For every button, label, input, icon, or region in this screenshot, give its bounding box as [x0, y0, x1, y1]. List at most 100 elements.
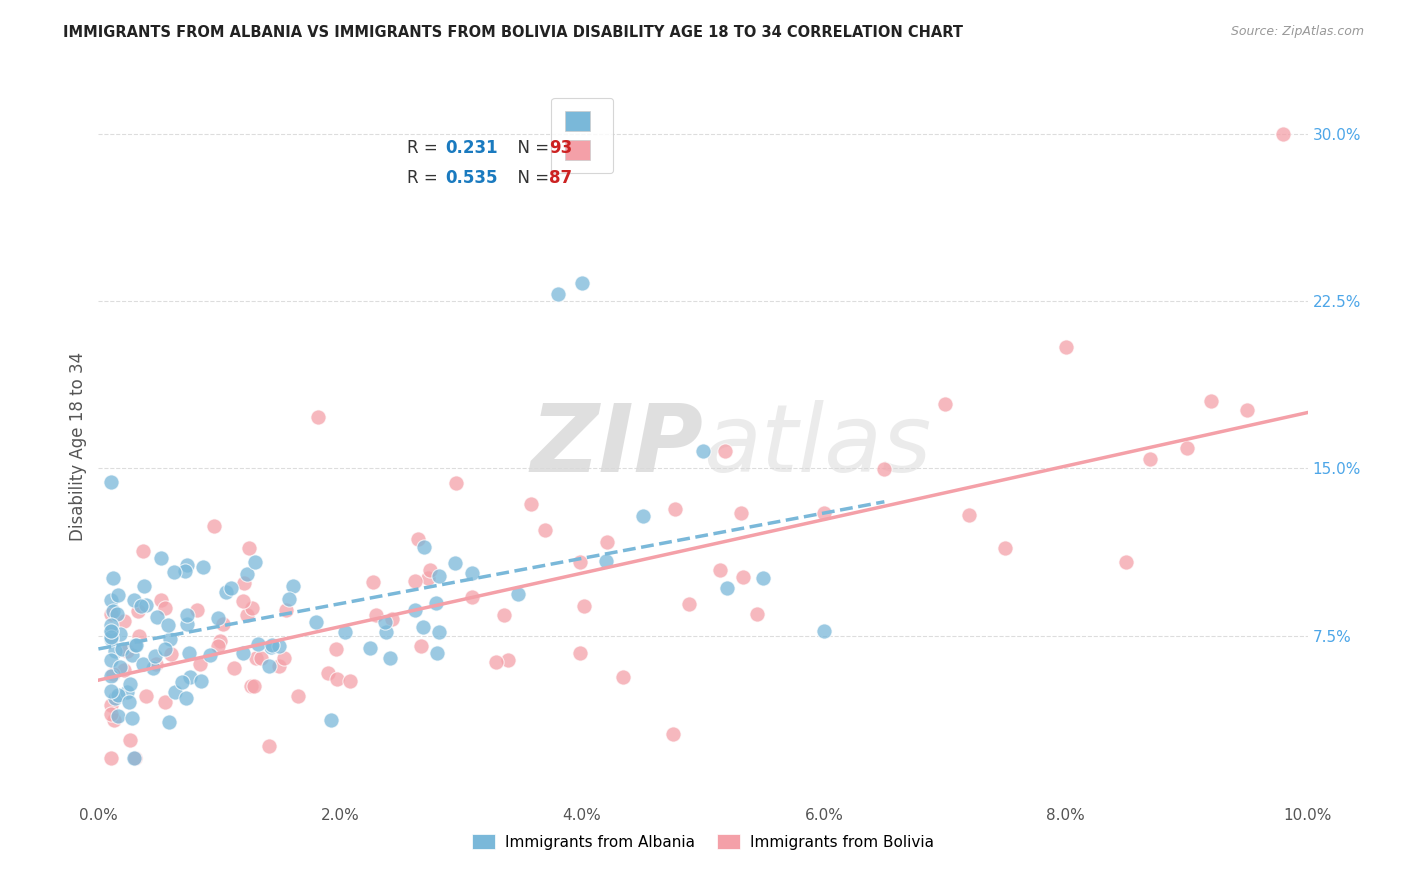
Point: [190, 674, 212, 689]
Point: [112, 663, 135, 677]
Point: [153, 695, 176, 709]
Point: [100, 668, 122, 682]
Text: Source: ZipAtlas.com: Source: ZipAtlas.com: [1230, 25, 1364, 38]
Point: [692, 443, 714, 458]
Point: [118, 695, 141, 709]
Point: [276, 603, 298, 617]
Point: [104, 643, 127, 657]
Point: [444, 475, 467, 490]
Point: [117, 684, 139, 698]
Point: [100, 624, 122, 638]
Point: [107, 709, 129, 723]
Point: [418, 572, 440, 586]
Point: [519, 497, 541, 511]
Point: [135, 689, 157, 703]
Point: [124, 639, 146, 653]
Point: [994, 541, 1017, 556]
Point: [125, 638, 148, 652]
Point: [108, 626, 131, 640]
Point: [174, 691, 197, 706]
Point: [179, 669, 201, 683]
Point: [107, 688, 129, 702]
Point: [108, 660, 131, 674]
Point: [209, 634, 232, 648]
Point: [419, 563, 441, 577]
Point: [163, 685, 186, 699]
Point: [250, 651, 273, 665]
Point: [247, 637, 270, 651]
Point: [100, 630, 122, 644]
Point: [443, 556, 465, 570]
Point: [413, 540, 436, 554]
Point: [207, 611, 229, 625]
Point: [101, 571, 124, 585]
Point: [873, 462, 896, 476]
Point: [198, 648, 221, 662]
Point: [100, 624, 122, 638]
Point: [188, 657, 211, 672]
Point: [100, 683, 122, 698]
Point: [155, 600, 177, 615]
Point: [122, 751, 145, 765]
Point: [260, 640, 283, 655]
Point: [1115, 555, 1137, 569]
Text: N =: N =: [508, 139, 554, 157]
Point: [260, 638, 283, 652]
Text: R =: R =: [406, 169, 443, 187]
Point: [359, 641, 381, 656]
Point: [240, 601, 263, 615]
Point: [752, 571, 775, 585]
Point: [664, 502, 686, 516]
Point: [411, 639, 433, 653]
Point: [631, 508, 654, 523]
Point: [662, 726, 685, 740]
Point: [319, 713, 342, 727]
Point: [571, 276, 593, 290]
Point: [404, 603, 426, 617]
Text: 0.231: 0.231: [446, 139, 498, 157]
Point: [325, 642, 347, 657]
Point: [427, 568, 450, 582]
Point: [243, 555, 266, 569]
Point: [163, 565, 186, 579]
Point: [121, 648, 143, 663]
Point: [143, 649, 166, 664]
Point: [569, 556, 592, 570]
Point: [461, 566, 484, 580]
Point: [232, 593, 254, 607]
Point: [339, 674, 361, 689]
Point: [127, 604, 149, 618]
Point: [174, 564, 197, 578]
Point: [378, 650, 401, 665]
Point: [100, 592, 122, 607]
Point: [287, 689, 309, 703]
Text: R =: R =: [406, 139, 443, 157]
Point: [232, 576, 254, 591]
Point: [236, 566, 259, 581]
Point: [1175, 441, 1198, 455]
Point: [733, 570, 755, 584]
Point: [135, 599, 157, 613]
Point: [110, 642, 132, 657]
Point: [103, 713, 125, 727]
Point: [595, 554, 617, 568]
Point: [245, 651, 267, 665]
Point: [1236, 403, 1258, 417]
Text: IMMIGRANTS FROM ALBANIA VS IMMIGRANTS FROM BOLIVIA DISABILITY AGE 18 TO 34 CORRE: IMMIGRANTS FROM ALBANIA VS IMMIGRANTS FR…: [63, 25, 963, 40]
Point: [412, 620, 434, 634]
Point: [176, 558, 198, 572]
Point: [100, 628, 122, 642]
Point: [506, 587, 529, 601]
Point: [100, 706, 122, 721]
Point: [1272, 127, 1295, 141]
Point: [142, 661, 165, 675]
Point: [572, 599, 595, 614]
Point: [374, 615, 396, 629]
Point: [714, 443, 737, 458]
Point: [100, 618, 122, 632]
Point: [484, 655, 506, 669]
Y-axis label: Disability Age 18 to 34: Disability Age 18 to 34: [69, 351, 87, 541]
Point: [100, 653, 122, 667]
Point: [238, 541, 260, 556]
Point: [257, 659, 280, 673]
